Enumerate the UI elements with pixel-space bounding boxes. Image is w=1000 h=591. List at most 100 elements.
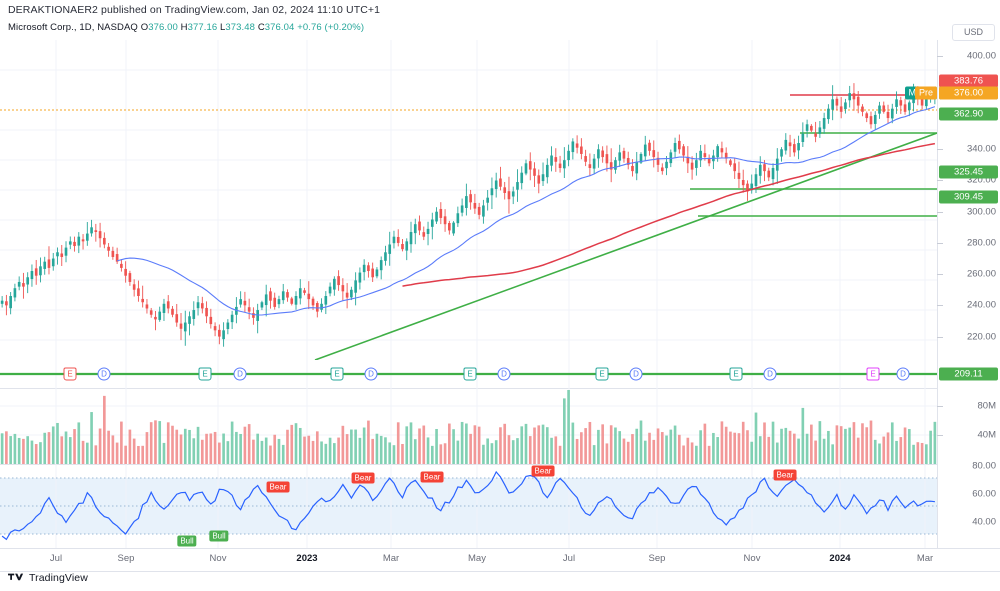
oscillator-signal-bear[interactable]: Bear xyxy=(351,472,375,484)
price-tick-dash xyxy=(937,211,943,213)
moving-average-fast xyxy=(116,106,936,316)
oscillator-chart-svg xyxy=(0,464,937,548)
time-axis-label: Mar xyxy=(382,553,400,564)
price-tag-support-309[interactable]: 309.45 xyxy=(939,190,998,204)
volume-bars xyxy=(0,390,937,464)
price-tick-dash xyxy=(937,55,943,57)
price-tick-label: 260.00 xyxy=(966,268,996,280)
dividend-marker[interactable]: D xyxy=(896,367,910,381)
earnings-marker[interactable]: E xyxy=(63,367,77,381)
price-tick-dash xyxy=(937,336,943,338)
price-tick-dash xyxy=(937,149,943,151)
chart-legend: Microsoft Corp., 1D, NASDAQ O376.00 H377… xyxy=(8,22,364,33)
attribution-text: DERAKTIONAER2 published on TradingView.c… xyxy=(8,4,381,16)
price-tag-pre-market[interactable]: 376.00 xyxy=(939,86,998,100)
dividend-marker[interactable]: D xyxy=(364,367,378,381)
earnings-marker[interactable]: E xyxy=(198,367,212,381)
legend-open-label: O xyxy=(140,22,149,33)
currency-badge[interactable]: USD xyxy=(951,24,995,41)
volume-pane[interactable] xyxy=(0,388,937,464)
price-tick-label: 320.00 xyxy=(966,174,996,186)
oscillator-tick-label: 80.00 xyxy=(972,460,996,472)
earnings-marker[interactable]: E xyxy=(729,367,743,381)
earnings-marker[interactable]: E xyxy=(595,367,609,381)
dividend-marker[interactable]: D xyxy=(497,367,511,381)
time-axis-label: Sep xyxy=(117,553,135,564)
oscillator-axis[interactable]: 80.00 60.00 40.00 xyxy=(937,460,1000,548)
footer: TradingView xyxy=(8,572,88,584)
legend-high-label: H xyxy=(180,22,188,33)
volume-tick-label: 40M xyxy=(977,429,996,441)
dividend-marker[interactable]: D xyxy=(763,367,777,381)
oscillator-signal-bear[interactable]: Bear xyxy=(773,469,797,481)
time-axis-label: 2023 xyxy=(296,553,318,564)
dividend-marker[interactable]: D xyxy=(233,367,247,381)
oscillator-tick-label: 40.00 xyxy=(972,516,996,528)
tradingview-logo-icon xyxy=(8,573,24,580)
time-axis-label: 2024 xyxy=(829,553,851,564)
tradingview-brand: TradingView xyxy=(29,572,88,584)
time-axis-label: Nov xyxy=(743,553,761,564)
dividend-marker[interactable]: D xyxy=(629,367,643,381)
legend-change: +0.76 xyxy=(297,22,322,33)
price-grid xyxy=(0,40,937,360)
price-tick-label: 340.00 xyxy=(966,143,996,155)
oscillator-tick-label: 60.00 xyxy=(972,488,996,500)
price-tag-support-362[interactable]: 362.90 xyxy=(939,107,998,121)
volume-chart-svg xyxy=(0,388,937,464)
earnings-marker[interactable]: E xyxy=(330,367,344,381)
price-tick-dash xyxy=(937,274,943,276)
price-pane[interactable]: MSFT Pre xyxy=(0,40,937,360)
legend-close-value: 376.04 xyxy=(264,22,295,33)
oscillator-signal-bear[interactable]: Bear xyxy=(266,481,290,493)
axis-divider xyxy=(937,40,938,548)
legend-low-label: L xyxy=(220,22,226,33)
price-tick-label: 280.00 xyxy=(966,237,996,249)
volume-tick-dash xyxy=(937,435,943,436)
price-chart-svg xyxy=(0,40,937,360)
price-tick-label: 240.00 xyxy=(966,299,996,311)
candlestick-series xyxy=(0,83,937,347)
oscillator-signal-bear[interactable]: Bear xyxy=(531,465,555,477)
price-tick-dash xyxy=(937,305,943,307)
price-axis[interactable]: 400.00 340.00 320.00 300.00 280.00 260.00 240.… xyxy=(937,40,1000,360)
events-axis[interactable]: 209.11 xyxy=(937,360,1000,388)
legend-close-label: C xyxy=(257,22,265,33)
volume-tick-label: 80M xyxy=(977,400,996,412)
price-tag-support-325[interactable]: 325.45 xyxy=(939,165,998,179)
oscillator-signal-bull[interactable]: Bull xyxy=(177,535,197,547)
price-tick-label: 300.00 xyxy=(966,206,996,218)
time-axis-label: May xyxy=(468,553,486,564)
legend-low-value: 373.48 xyxy=(225,22,256,33)
time-axis-label: Sep xyxy=(648,553,666,564)
legend-change-percent: (+0.20%) xyxy=(324,22,365,33)
uptrend-line-green xyxy=(314,132,937,360)
volume-axis[interactable]: 80M 40M xyxy=(937,388,1000,464)
oscillator-signal-bull[interactable]: Bull xyxy=(209,530,229,542)
earnings-marker[interactable]: E xyxy=(866,367,880,381)
price-tag-resistance-383[interactable]: 383.76 xyxy=(939,74,998,88)
events-price-tag[interactable]: 209.11 xyxy=(939,367,998,381)
dividend-marker[interactable]: D xyxy=(97,367,111,381)
price-tick-dash xyxy=(937,180,943,182)
volume-tick-dash xyxy=(937,406,943,407)
price-tick-label: 400.00 xyxy=(966,50,996,62)
legend-high-value: 377.16 xyxy=(187,22,218,33)
pane-separator-oscillator xyxy=(0,464,937,465)
pane-separator-volume xyxy=(0,388,937,389)
legend-symbol[interactable]: Microsoft Corp., 1D, NASDAQ xyxy=(8,22,138,33)
price-tick-dash xyxy=(937,242,943,244)
legend-open-value: 376.00 xyxy=(148,22,178,33)
price-tick-label: 220.00 xyxy=(966,331,996,343)
time-axis-label: Jul xyxy=(562,553,576,564)
earnings-marker[interactable]: E xyxy=(463,367,477,381)
time-axis[interactable]: Jul Sep Nov 2023 Mar May Jul Sep Nov 2024 Mar xyxy=(0,548,1000,572)
time-axis-label: Nov xyxy=(209,553,227,564)
oscillator-pane[interactable]: Bull Bull Bear Bear Bear Bear Bear xyxy=(0,464,937,548)
time-axis-label: Mar xyxy=(916,553,934,564)
moving-average-slow xyxy=(402,142,936,287)
series-tag-pre: Pre xyxy=(914,86,937,100)
oscillator-signal-bear[interactable]: Bear xyxy=(420,471,444,483)
